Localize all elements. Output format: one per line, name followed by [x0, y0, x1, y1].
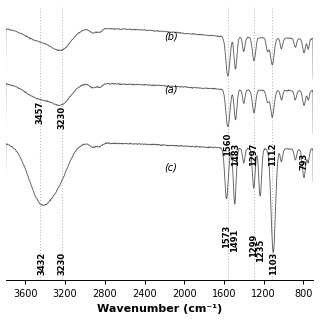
Text: 1297: 1297 [250, 142, 259, 165]
Text: 1573: 1573 [222, 225, 231, 248]
Text: 3230: 3230 [58, 252, 67, 275]
Text: (b): (b) [164, 32, 178, 42]
Text: 793: 793 [300, 153, 308, 170]
Text: 1491: 1491 [230, 229, 239, 252]
Text: 3230: 3230 [58, 106, 67, 129]
X-axis label: Wavenumber (cm⁻¹): Wavenumber (cm⁻¹) [97, 304, 222, 315]
Text: 1112: 1112 [268, 142, 277, 165]
Text: 1103: 1103 [269, 252, 278, 275]
Text: 1483: 1483 [231, 142, 240, 165]
Text: 1299: 1299 [249, 234, 258, 257]
Text: 3432: 3432 [37, 252, 47, 275]
Text: (a): (a) [164, 84, 178, 94]
Text: 1235: 1235 [256, 238, 265, 261]
Text: 1560: 1560 [223, 133, 232, 156]
Text: (c): (c) [164, 162, 177, 172]
Text: 3457: 3457 [35, 101, 44, 124]
